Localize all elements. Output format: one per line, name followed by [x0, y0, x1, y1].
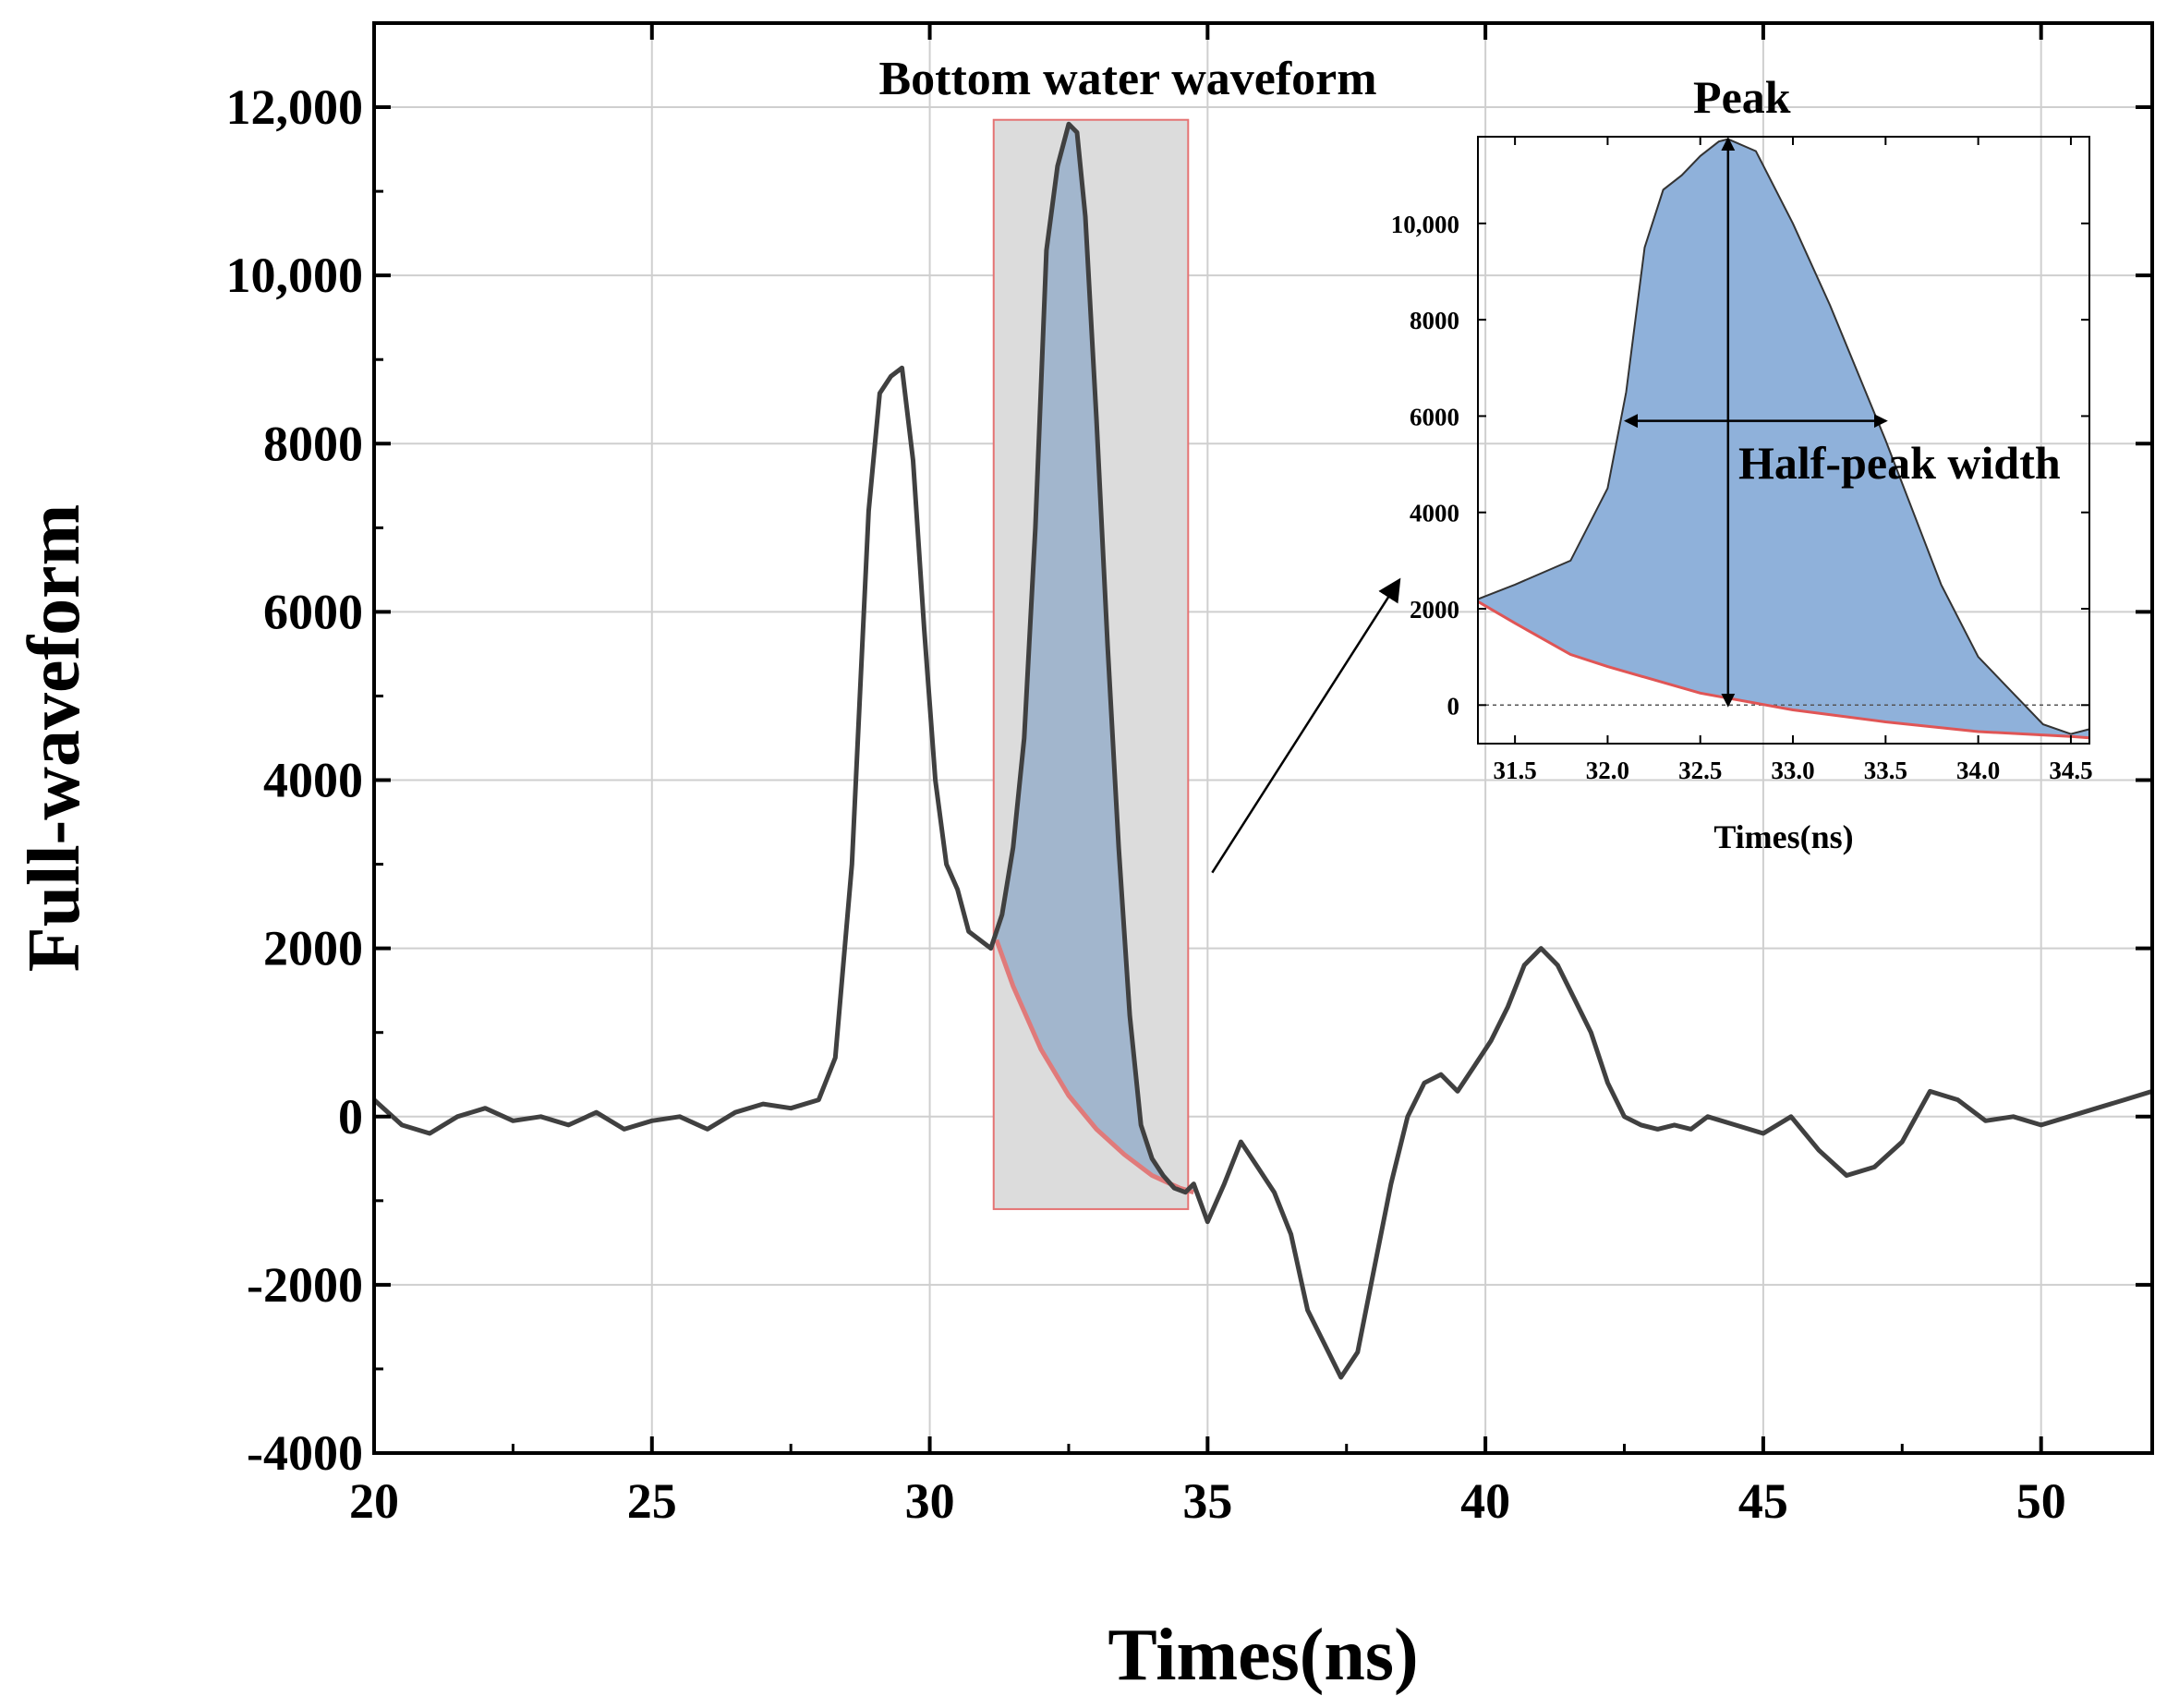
main-y-tick-label: 2000 [263, 921, 363, 976]
zoom-pointer-arrow [1211, 577, 1401, 874]
inset-y-tick-label: 8000 [1410, 307, 1459, 334]
main-x-tick-label: 50 [2016, 1473, 2066, 1529]
inset-ticks: 31.5 32.0 32.5 33.0 33.5 34.0 34.5 0 2000 4000 600… [1391, 137, 2093, 784]
main-x-tick-label: 40 [1460, 1473, 1510, 1529]
main-y-tick-label: 4000 [263, 753, 363, 808]
main-x-tick-label: 20 [349, 1473, 399, 1529]
main-x-tick-label: 35 [1182, 1473, 1232, 1529]
main-x-axis-title: Times(ns) [1108, 1615, 1418, 1696]
main-x-tick-label: 30 [905, 1473, 955, 1529]
inset-x-axis-title: Times(ns) [1713, 818, 1853, 855]
main-y-tick-label: 0 [338, 1089, 363, 1145]
inset-x-tick-label: 32.0 [1586, 757, 1629, 784]
inset-baseline-series [1477, 600, 2090, 740]
main-x-tick-label: 45 [1738, 1473, 1788, 1529]
inset-plot-frame [1477, 136, 2090, 745]
inset-x-tick-label: 34.0 [1956, 757, 2000, 784]
main-ticks: 20 25 30 35 40 45 50 -4000 -2000 0 2000 4000 6000 800… [226, 23, 2152, 1529]
main-marks [372, 121, 2153, 1380]
bottom-water-peak-area [996, 124, 1194, 1193]
inset-x-tick-label: 33.5 [1864, 757, 1907, 784]
inset-y-tick-label: 10,000 [1391, 211, 1459, 238]
peak-label: Peak [1693, 71, 1791, 123]
main-y-axis-title: Full-waveform [14, 504, 95, 973]
main-waveform-series [372, 121, 2153, 1380]
inset-y-tick-label: 4000 [1410, 500, 1459, 527]
inset-x-tick-label: 31.5 [1493, 757, 1536, 784]
main-y-tick-label: -4000 [247, 1425, 363, 1481]
main-plot-frame [372, 21, 2154, 1455]
inset-x-tick-label: 32.5 [1678, 757, 1722, 784]
inset-plot: 31.5 32.0 32.5 33.0 33.5 34.0 34.5 0 2000 4000 600… [1391, 71, 2093, 855]
inset-x-tick-label: 33.0 [1771, 757, 1814, 784]
main-plot: 20 25 30 35 40 45 50 -4000 -2000 0 2000 4000 6000 800… [14, 21, 2154, 1696]
main-y-tick-label: -2000 [247, 1257, 363, 1313]
half-peak-width-label: Half-peak width [1738, 437, 2061, 489]
inset-peak-area [1478, 139, 2089, 738]
main-x-tick-label: 25 [627, 1473, 677, 1529]
main-y-tick-label: 6000 [263, 584, 363, 639]
inset-y-tick-label: 6000 [1410, 403, 1459, 430]
inset-y-tick-label: 0 [1447, 692, 1460, 720]
main-y-tick-label: 12,000 [226, 79, 364, 135]
inset-x-tick-label: 34.5 [2049, 757, 2092, 784]
main-y-tick-label: 8000 [263, 416, 363, 471]
bottom-water-waveform-label: Bottom water waveform [878, 53, 1376, 105]
inset-y-tick-label: 2000 [1410, 596, 1459, 624]
main-y-tick-label: 10,000 [226, 248, 364, 303]
